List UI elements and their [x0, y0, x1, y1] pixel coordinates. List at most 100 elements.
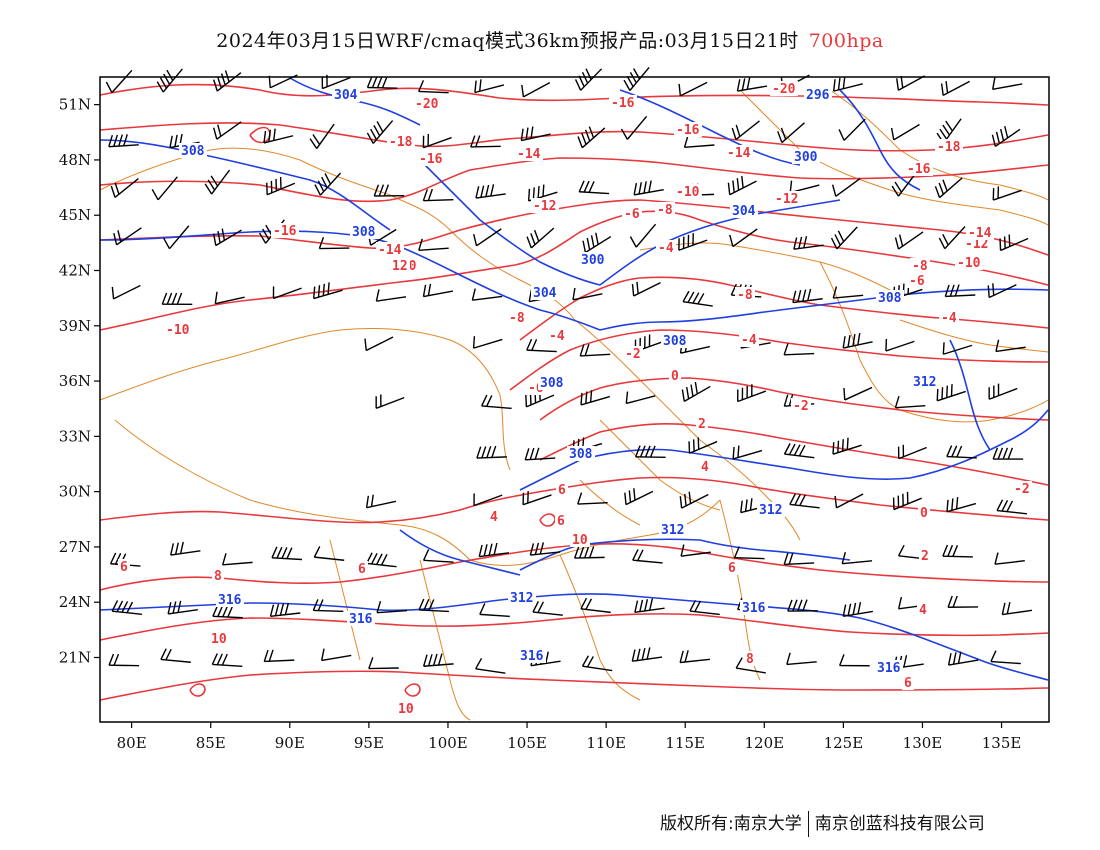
height-label: 312	[913, 375, 936, 390]
lat-label: 21N	[59, 649, 91, 667]
wind-barb	[831, 178, 861, 197]
lon-label: 110E	[586, 734, 626, 752]
temperature-label: 6	[728, 561, 736, 576]
wind-barb	[368, 657, 399, 670]
lon-label: 125E	[824, 734, 864, 752]
temperature-label: 4	[701, 460, 709, 475]
wind-barb	[271, 546, 302, 561]
temp-label-bg	[209, 631, 229, 646]
temp-label-bg	[770, 81, 798, 96]
temperature-label: -16	[676, 123, 700, 138]
height-label-bg	[875, 660, 903, 675]
wind-barb	[163, 225, 190, 250]
wind-barb	[470, 135, 501, 148]
temp-label-bg	[387, 134, 415, 149]
height-label-bg	[911, 374, 939, 389]
lon-label: 80E	[117, 734, 147, 752]
wind-barb	[160, 648, 191, 663]
temp-label-bg	[556, 482, 568, 497]
wind-barb	[947, 651, 979, 666]
wind-barb	[735, 657, 766, 674]
temperature-label: -6	[909, 274, 925, 289]
temp-label-bg	[696, 416, 708, 431]
wind-barb	[366, 552, 397, 568]
temperature-label: -12	[965, 237, 988, 252]
temperature-label: -2	[793, 399, 809, 414]
wind-barb	[521, 82, 551, 98]
temperature-label: 0	[671, 369, 679, 384]
height-label-bg	[804, 87, 832, 102]
wind-barb	[213, 121, 242, 140]
wind-barb	[842, 332, 873, 349]
wind-barb	[211, 653, 243, 667]
temperature-label: -12	[775, 192, 798, 207]
height-label-bg	[216, 592, 244, 607]
map-frame	[99, 76, 1050, 723]
wind-barb	[313, 282, 343, 300]
temp-label-bg	[396, 701, 416, 716]
height-label: 300	[581, 253, 605, 268]
wind-barb	[995, 339, 1026, 353]
wind-barb	[471, 288, 503, 301]
wind-barb	[422, 549, 454, 563]
wind-barb	[366, 120, 394, 144]
wind-barb	[787, 599, 818, 612]
wind-barb	[786, 652, 817, 666]
temperature-label: -8	[912, 259, 928, 274]
wind-barb	[108, 134, 139, 148]
temperature-label: -10	[957, 256, 981, 271]
temp-label-bg	[669, 368, 681, 383]
wind-barb	[418, 238, 449, 251]
wind-barb	[629, 223, 657, 248]
temperature-label: 6	[120, 560, 128, 575]
height-labels: 304 296 308 300 304 308 300 304 308 308 308 312 308 3…	[179, 87, 939, 676]
temperature-label: -8	[657, 203, 673, 218]
temperature-label: -14	[727, 146, 751, 161]
wind-barb	[947, 595, 979, 608]
wind-barb	[574, 68, 603, 91]
temperature-label: 12	[392, 259, 408, 274]
temp-label-bg	[907, 273, 927, 288]
wind-barb	[783, 443, 815, 459]
wind-barb	[843, 386, 873, 401]
wind-barb	[269, 602, 301, 617]
wind-barb	[896, 75, 926, 91]
height-label-bg	[531, 285, 559, 300]
lat-label: 39N	[59, 317, 91, 335]
temp-label-bg	[515, 146, 543, 161]
wind-barb	[942, 342, 973, 355]
temp-label-bg	[725, 145, 753, 160]
footer-separator	[807, 811, 809, 837]
height-label-bg	[661, 333, 689, 348]
wind-barb	[681, 381, 711, 402]
temperature-label: 2	[698, 417, 706, 432]
temperature-label: -4	[741, 333, 757, 348]
temp-label-bg	[910, 258, 930, 273]
temp-label-bg	[656, 240, 676, 255]
wind-barb	[213, 70, 242, 92]
temperature-label: -8	[509, 311, 525, 326]
wind-barb	[682, 290, 713, 307]
wind-barb	[839, 654, 870, 667]
wind-barb	[992, 447, 1024, 460]
wind-barb	[631, 281, 661, 297]
wind-barb	[934, 177, 963, 199]
wind-barb	[473, 493, 503, 507]
wind-barb	[475, 657, 506, 674]
wind-barb	[418, 598, 449, 613]
temp-label-bg	[488, 509, 500, 524]
wind-barb	[524, 447, 556, 461]
temperature-label: 2	[921, 549, 929, 564]
wind-barb	[167, 600, 198, 615]
wind-barb	[942, 544, 973, 558]
wind-barb	[111, 284, 141, 300]
temperature-label: 8	[214, 569, 222, 584]
wind-barb	[894, 231, 924, 250]
temperature-label: 8	[746, 652, 754, 667]
temp-label-bg	[417, 151, 445, 166]
wind-barb	[940, 80, 970, 97]
temp-label-bg	[271, 223, 299, 238]
lat-axis: 51N 48N 45N 42N 39N 36N 33N 30N 27N 24N 21N	[59, 96, 100, 667]
wind-barb	[999, 234, 1029, 252]
temp-label-bg	[413, 96, 441, 111]
